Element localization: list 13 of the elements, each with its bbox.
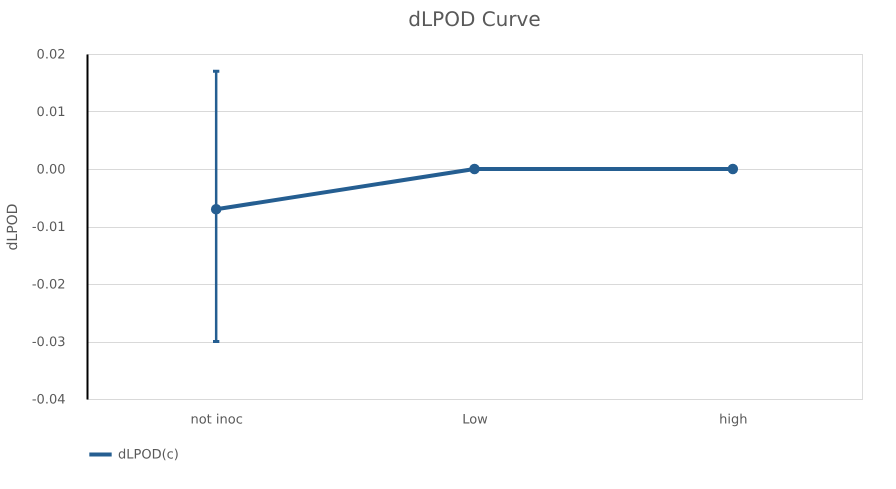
y-axis-title: dLPOD [4,204,21,250]
y-tick-label: 0.01 [36,105,66,120]
y-tick-label: 0.00 [36,162,66,178]
y-tick-label: 0.02 [36,48,66,62]
x-tick-label: not inoc [190,412,243,428]
x-tick-label: high [719,412,748,428]
legend-label: dLPOD(c) [118,448,179,462]
x-tick-label: Low [462,412,488,428]
y-tick-label: -0.02 [32,278,66,292]
y-tick-label: -0.01 [32,220,66,235]
y-tick-label: -0.04 [32,392,66,408]
y-tick-label: -0.03 [32,335,66,350]
chart-title: dLPOD Curve [408,7,541,31]
